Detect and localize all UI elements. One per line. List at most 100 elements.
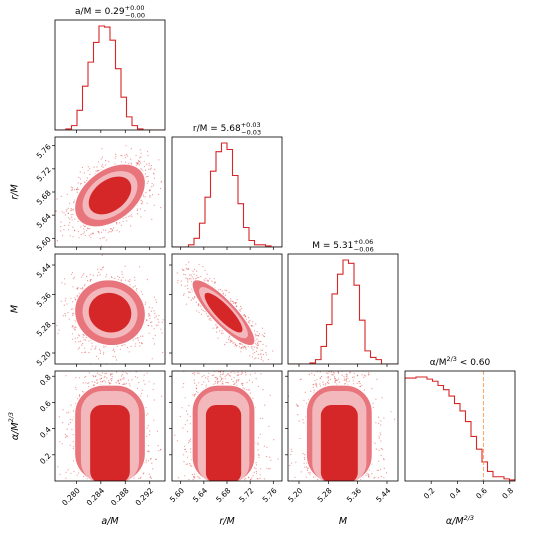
scatter-point bbox=[105, 164, 107, 166]
scatter-point bbox=[267, 359, 270, 361]
scatter-point bbox=[235, 302, 237, 304]
histogram-bin bbox=[466, 422, 472, 481]
scatter-point bbox=[230, 340, 232, 342]
scatter-point bbox=[257, 344, 260, 346]
scatter-point bbox=[252, 353, 254, 355]
scatter-point bbox=[144, 169, 147, 171]
histogram-m bbox=[288, 259, 398, 364]
histogram-bin bbox=[132, 126, 138, 130]
scatter-point bbox=[90, 233, 92, 235]
scatter-point bbox=[92, 232, 94, 234]
scatter-point bbox=[221, 290, 223, 292]
scatter-point bbox=[71, 333, 73, 335]
scatter-point bbox=[192, 297, 194, 299]
scatter-point bbox=[74, 276, 76, 278]
scatter-point bbox=[98, 349, 100, 351]
scatter-point bbox=[152, 338, 154, 340]
scatter-point bbox=[74, 218, 76, 220]
scatter-point bbox=[119, 276, 121, 279]
scatter-point bbox=[235, 306, 238, 308]
scatter-point bbox=[74, 328, 76, 331]
scatter-point bbox=[265, 354, 268, 356]
scatter-panel-a-r bbox=[55, 145, 165, 247]
scatter-point bbox=[85, 337, 87, 339]
scatter-point bbox=[139, 162, 141, 164]
scatter-point bbox=[260, 356, 263, 358]
scatter-point bbox=[96, 274, 99, 277]
scatter-point bbox=[127, 215, 129, 217]
scatter-point bbox=[157, 318, 159, 320]
histogram-bin bbox=[99, 26, 105, 130]
scatter-point bbox=[98, 170, 100, 172]
scatter-point bbox=[84, 339, 86, 341]
scatter-point bbox=[98, 373, 100, 376]
scatter-point bbox=[139, 149, 141, 151]
scatter-point bbox=[139, 157, 141, 159]
scatter-point bbox=[99, 352, 102, 354]
scatter-point bbox=[111, 380, 113, 382]
scatter-point bbox=[118, 231, 120, 233]
scatter-point bbox=[138, 164, 140, 166]
scatter-point bbox=[125, 382, 127, 384]
scatter-point bbox=[213, 278, 215, 280]
scatter-point bbox=[69, 218, 71, 220]
scatter-point bbox=[190, 274, 192, 276]
scatter-point bbox=[122, 220, 124, 222]
scatter-point bbox=[66, 303, 68, 305]
scatter-point bbox=[132, 263, 133, 264]
scatter-point bbox=[249, 355, 251, 357]
scatter-point bbox=[260, 349, 262, 351]
scatter-point bbox=[135, 162, 137, 164]
scatter-point bbox=[202, 310, 204, 312]
scatter-point bbox=[100, 245, 103, 247]
scatter-point bbox=[98, 271, 100, 273]
histogram-bin bbox=[371, 357, 377, 364]
scatter-point bbox=[259, 341, 261, 343]
scatter-point bbox=[74, 326, 76, 328]
scatter-point bbox=[218, 330, 221, 332]
scatter-point bbox=[216, 327, 218, 329]
scatter-point bbox=[96, 170, 98, 172]
histogram-bin bbox=[349, 263, 355, 364]
histogram-bin bbox=[127, 117, 133, 130]
scatter-point bbox=[148, 164, 150, 166]
scatter-point bbox=[100, 268, 102, 270]
scatter-point bbox=[176, 426, 177, 427]
scatter-point bbox=[82, 342, 84, 345]
scatter-point bbox=[56, 198, 58, 200]
scatter-point bbox=[142, 195, 145, 197]
histogram-bin bbox=[233, 176, 239, 248]
scatter-point bbox=[68, 222, 71, 224]
scatter-point bbox=[129, 215, 131, 217]
scatter-point bbox=[88, 340, 90, 342]
scatter-point bbox=[116, 250, 117, 251]
scatter-point bbox=[121, 271, 123, 273]
scatter-point bbox=[75, 326, 77, 328]
scatter-point bbox=[224, 344, 226, 346]
scatter-point bbox=[252, 349, 254, 351]
histogram-alpha bbox=[405, 376, 515, 481]
scatter-point bbox=[155, 301, 158, 303]
histogram-bin bbox=[72, 126, 78, 130]
scatter-point bbox=[276, 375, 277, 376]
scatter-point bbox=[102, 357, 103, 358]
scatter-point bbox=[161, 321, 163, 323]
scatter-point bbox=[114, 277, 116, 279]
scatter-point bbox=[64, 315, 67, 317]
scatter-point bbox=[226, 289, 228, 291]
scatter-point bbox=[95, 170, 97, 172]
scatter-point bbox=[87, 169, 89, 171]
scatter-point bbox=[134, 344, 135, 345]
scatter-point bbox=[81, 166, 83, 169]
scatter-point bbox=[191, 289, 193, 291]
scatter-point bbox=[244, 345, 246, 347]
scatter-point bbox=[140, 152, 142, 154]
scatter-point bbox=[80, 234, 82, 236]
scatter-point bbox=[272, 350, 274, 352]
scatter-point bbox=[78, 347, 81, 349]
scatter-point bbox=[102, 237, 104, 239]
scatter-point bbox=[72, 286, 74, 288]
scatter-point bbox=[101, 372, 104, 374]
scatter-point bbox=[217, 326, 219, 329]
histogram-bin bbox=[332, 294, 338, 364]
